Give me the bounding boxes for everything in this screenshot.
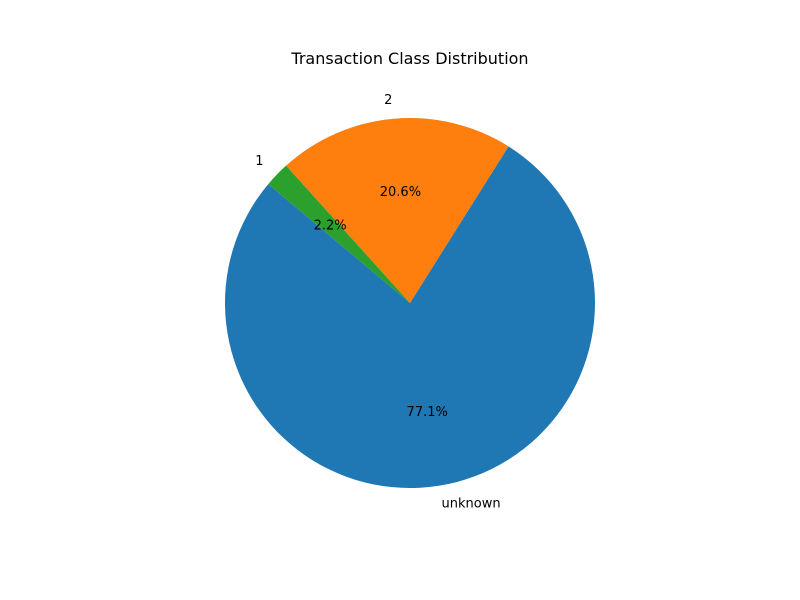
slice-label-2: 2 — [384, 93, 392, 108]
slice-percent-unknown: 77.1% — [407, 405, 448, 420]
slice-percent-1: 2.2% — [314, 218, 347, 233]
slice-percent-2: 20.6% — [380, 185, 421, 200]
pie-slice-1 — [268, 165, 410, 303]
pie-slices — [224, 118, 595, 488]
chart-title: Transaction Class Distribution — [290, 49, 528, 68]
pie-slice-2 — [286, 118, 509, 304]
slice-label-unknown: unknown — [442, 497, 501, 512]
slice-label-1: 1 — [255, 154, 263, 169]
pie-labels: unknown 77.1% 2 20.6% 1 2.2% — [255, 93, 500, 512]
pie-slice-unknown — [224, 146, 595, 488]
